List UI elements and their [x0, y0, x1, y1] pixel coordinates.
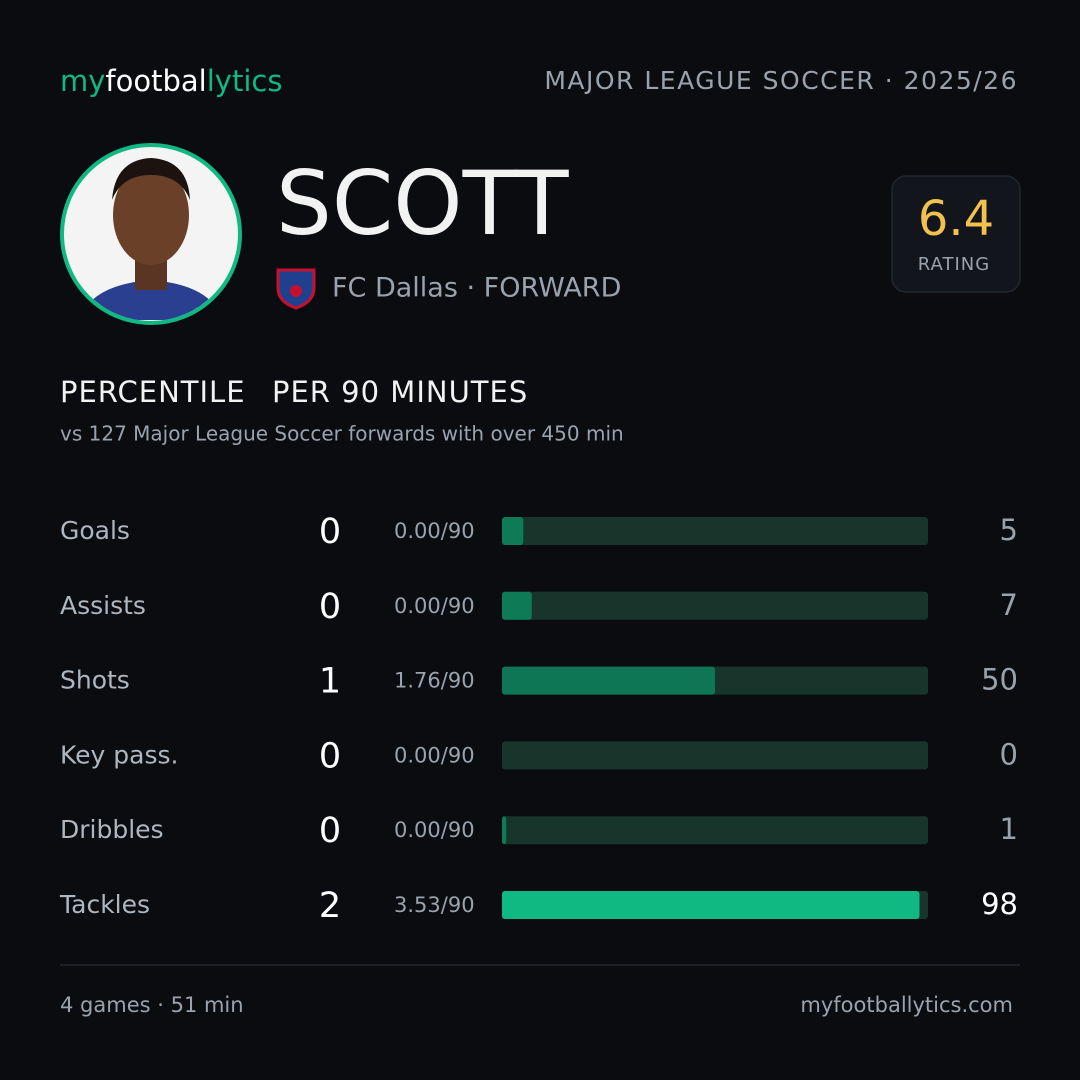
team-logo: [276, 268, 316, 310]
stat-total: 0: [319, 736, 341, 776]
league: MAJOR LEAGUE SOCCER · 2025/26: [544, 66, 1018, 95]
percentile-label: 5: [1000, 513, 1018, 547]
chart-subtitle: PER 90 MINUTES: [272, 375, 528, 409]
stat-label: Shots: [60, 666, 130, 695]
per90-label: 0.00/90: [394, 818, 475, 842]
per90-label: 0.00/90: [394, 594, 475, 618]
percentile-label: 1: [1000, 812, 1018, 846]
per90-label: 0.00/90: [394, 743, 475, 767]
stat-label: Goals: [60, 516, 130, 545]
player-name: SCOTT: [276, 152, 570, 255]
stat-total: 0: [319, 587, 341, 627]
bar: [502, 891, 920, 919]
percentile-label: 0: [1000, 737, 1018, 771]
per90-label: 1.76/90: [394, 669, 475, 693]
stat-label: Dribbles: [60, 815, 164, 844]
percentile-label: 7: [1000, 588, 1018, 622]
brand-part: my: [60, 64, 105, 98]
rating-box: [891, 175, 1021, 293]
rating-value: 6.4: [918, 191, 994, 247]
stat-total: 0: [319, 512, 341, 552]
rows: Goals 0 0.00/90 5 Assists 0 0.00/90 7 Shots 1 1.76…: [59, 512, 1018, 926]
stat-total: 0: [319, 811, 341, 851]
stat-label: Tackles: [59, 890, 150, 919]
bar-track: [502, 816, 928, 845]
brand: myfootballytics: [60, 64, 282, 98]
rating-label: RATING: [918, 254, 990, 275]
team-line: FC Dallas · FORWARD: [332, 273, 621, 304]
per90-label: 0.00/90: [394, 519, 475, 543]
chart-title: PERCENTILE: [60, 375, 246, 409]
footer-site: myfootballytics.com: [800, 993, 1013, 1017]
player-photo: [60, 143, 242, 325]
percentile-label: 50: [981, 663, 1018, 697]
bar-track: [502, 517, 928, 545]
stat-label: Key pass.: [60, 740, 178, 769]
per90-label: 3.53/90: [394, 893, 475, 917]
footer-summary: 4 games · 51 min: [60, 993, 244, 1017]
bar-track: [502, 591, 928, 620]
bar: [502, 591, 532, 620]
bar: [502, 816, 507, 845]
bar: [502, 666, 715, 695]
stat-label: Assists: [60, 591, 146, 620]
percentile-label: 98: [981, 887, 1018, 921]
brand-part: footbal: [105, 64, 206, 98]
brand-part: lytics: [207, 64, 283, 98]
bar-track: [502, 741, 928, 770]
stat-total: 1: [319, 662, 341, 702]
stat-total: 2: [319, 886, 341, 926]
bar: [502, 517, 524, 545]
chart-note: vs 127 Major League Soccer forwards with…: [60, 422, 624, 446]
